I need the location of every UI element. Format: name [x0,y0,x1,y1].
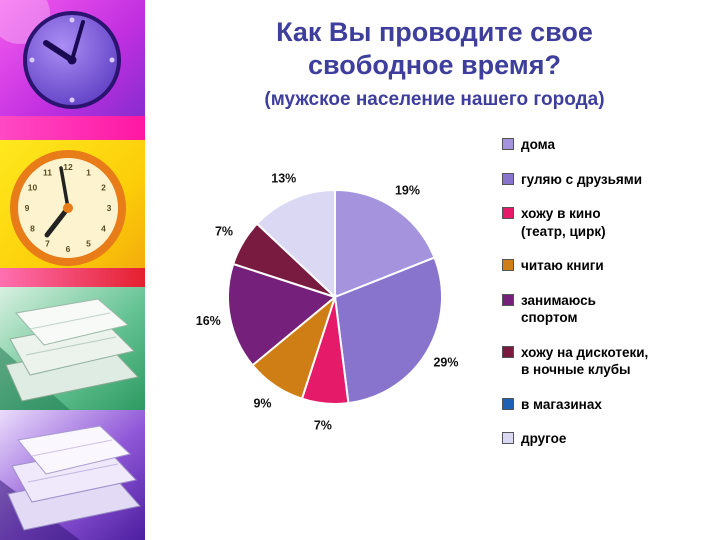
clock-number: 3 [107,203,112,213]
legend-swatch-icon [502,345,514,358]
pie-percent-label: 29% [433,356,458,370]
clock-number: 12 [63,162,73,172]
legend-item-4: занимаюсь спортом [502,292,718,327]
clock-number: 1 [86,168,91,178]
clock-number: 8 [30,224,35,234]
legend-swatch-icon [502,293,514,306]
pie-slice-1 [333,256,443,405]
yellow-clock-photo: 12 1 2 3 4 5 6 7 8 9 10 11 [0,140,145,287]
clock-number: 4 [101,224,106,234]
green-papers-icon [0,287,145,410]
legend-label: в магазинах [521,396,602,412]
pie-slice-0 [334,188,436,299]
legend-item-2: хожу в кино (театр, цирк) [502,205,718,240]
legend-label: занимаюсь спортом [521,292,596,326]
clock-number: 10 [28,183,38,193]
pie-chart: 19% 29% 7% 9% 16% 7% 13% [196,172,459,433]
pie-percent-label: 13% [271,172,296,186]
slide-title-block: Как Вы проводите свое свободное время? (… [162,16,707,111]
legend-label: другое [521,431,567,447]
purple-clock-icon [0,0,145,140]
legend-swatch-icon [502,207,514,220]
pie-percent-label: 7% [215,224,233,238]
slide-title-line2: свободное время? [308,49,561,80]
legend-item-7: другое [502,430,718,448]
pie-percent-label: 16% [196,314,221,328]
pie-percent-label: 19% [395,183,420,197]
clock-number: 9 [25,203,30,213]
legend-item-5: хожу на дискотеки, в ночные клубы [502,344,718,379]
pie-slice-7 [255,188,336,300]
slide-subtitle: (мужское население нашего города) [264,88,605,110]
legend-label: гуляю с друзьями [521,171,643,187]
clock-number: 5 [86,239,91,249]
decorative-photo-strip: 12 1 2 3 4 5 6 7 8 9 10 11 [0,0,145,540]
legend-label: хожу на дискотеки, в ночные клубы [521,344,649,378]
legend-item-1: гуляю с друзьями [502,171,718,189]
legend-item-0: дома [502,136,718,154]
legend-swatch-icon [502,259,514,272]
green-papers-photo [0,287,145,410]
purple-papers-photo [0,410,145,540]
clock-number: 6 [66,244,71,254]
legend-item-3: читаю книги [502,257,718,275]
clock-number: 11 [43,168,52,178]
legend-swatch-icon [502,397,514,410]
legend-label: хожу в кино (театр, цирк) [521,206,606,239]
clock-number: 7 [45,239,50,249]
legend-swatch-icon [502,432,514,445]
clock-number: 2 [101,183,106,193]
legend-label: дома [521,137,555,152]
legend-swatch-icon [502,172,514,185]
pie-percent-label: 7% [314,418,332,432]
legend-swatch-icon [502,138,514,150]
legend-label: читаю книги [521,258,604,274]
purple-clock-photo [0,0,145,140]
pie-percent-label: 9% [253,397,271,411]
legend-item-6: в магазинах [502,396,718,414]
purple-papers-icon [0,410,145,540]
slide-title-line1: Как Вы проводите свое [276,17,593,47]
chart-legend: дома гуляю с друзьями хожу в кино (театр, … [502,136,718,448]
